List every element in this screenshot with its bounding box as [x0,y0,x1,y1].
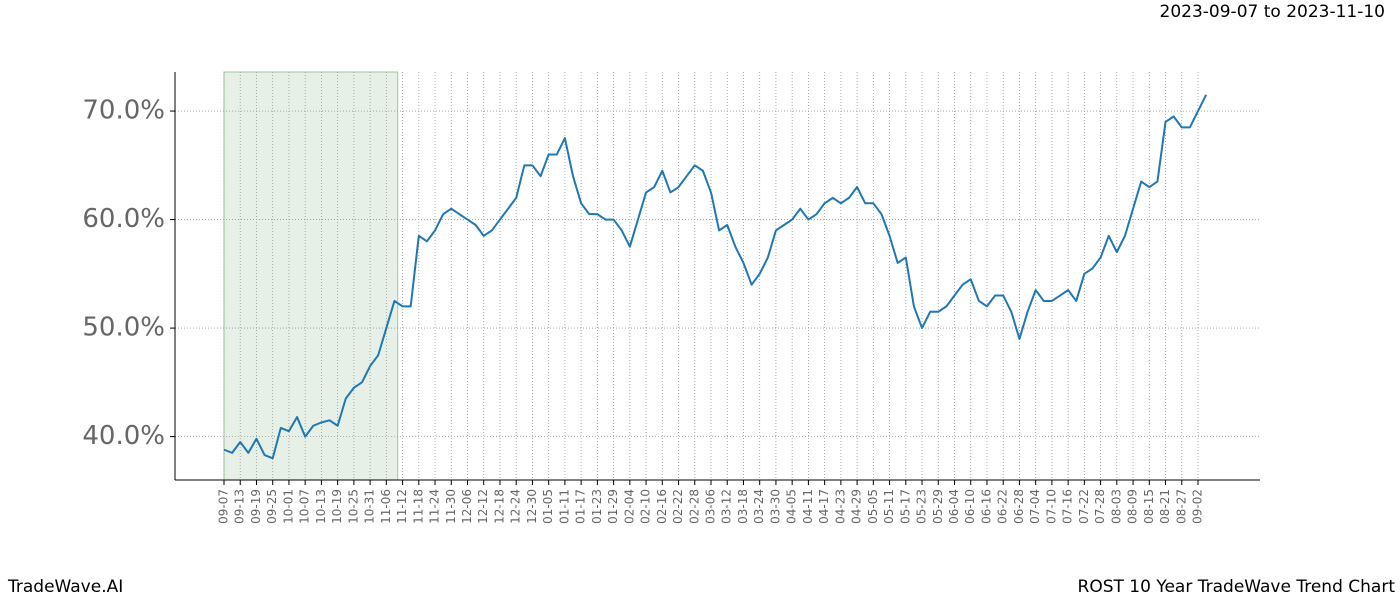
x-tick-label: 07-22 [1077,489,1091,524]
x-tick-label: 08-03 [1109,489,1123,524]
y-tick-label: 50.0% [82,313,165,343]
x-tick-label: 11-18 [411,489,425,524]
x-tick-label: 10-01 [281,489,295,524]
x-tick-label: 09-19 [249,489,263,524]
footer-left: TradeWave.AI [7,577,123,597]
x-tick-label: 01-17 [574,489,588,524]
highlight-span [223,71,399,481]
x-tick-label: 09-07 [217,489,231,524]
series-line [223,94,1208,460]
x-tick-label: 04-23 [833,489,847,524]
x-tick-label: 12-24 [509,489,523,524]
footer-right: ROST 10 Year TradeWave Trend Chart [1078,577,1396,597]
x-tick-label: 02-04 [622,489,636,524]
x-tick-label: 01-05 [541,489,555,524]
x-tick-label: 05-17 [898,489,912,524]
x-tick-label: 04-29 [850,489,864,524]
x-tick-label: 10-07 [298,489,312,524]
x-tick-label: 08-09 [1126,489,1140,524]
x-tick-label: 07-28 [1093,489,1107,524]
chart-title: 2023-09-07 to 2023-11-10 [1160,2,1385,22]
x-tick-label: 01-29 [606,489,620,524]
x-tick-label: 10-19 [330,489,344,524]
x-tick-label: 11-12 [395,489,409,524]
x-tick-label: 02-10 [639,489,653,524]
x-tick-label: 07-16 [1061,489,1075,524]
x-tick-label: 11-24 [428,489,442,524]
x-tick-label: 12-06 [460,489,474,524]
x-tick-label: 02-22 [671,489,685,524]
x-tick-label: 05-11 [882,489,896,524]
x-tick-label: 07-10 [1044,489,1058,524]
x-tick-label: 05-23 [915,489,929,524]
x-tick-label: 07-04 [1028,489,1042,524]
x-tick-label: 04-17 [817,489,831,524]
x-tick-label: 10-31 [363,489,377,524]
y-tick-label: 40.0% [82,421,165,451]
x-tick-label: 06-28 [1012,489,1026,524]
y-tick-label: 70.0% [82,96,165,126]
x-tick-label: 03-18 [736,489,750,524]
x-tick-label: 06-04 [947,489,961,524]
x-tick-label: 04-05 [785,489,799,524]
x-tick-label: 05-05 [866,489,880,524]
x-tick-label: 04-11 [801,489,815,524]
x-tick-label: 01-11 [557,489,571,524]
x-tick-label: 10-13 [314,489,328,524]
x-tick-label: 08-27 [1174,489,1188,524]
x-tick-label: 02-28 [687,489,701,524]
x-tick-label: 06-22 [996,489,1010,524]
x-tick-label: 12-30 [525,489,539,524]
x-tick-label: 03-06 [704,489,718,524]
x-tick-label: 09-25 [265,489,279,524]
x-tick-label: 06-16 [979,489,993,524]
x-tick-label: 09-13 [233,489,247,524]
x-tick-label: 10-25 [346,489,360,524]
x-tick-label: 11-06 [379,489,393,524]
x-tick-label: 02-16 [655,489,669,524]
x-tick-label: 01-23 [590,489,604,524]
x-tick-label: 08-15 [1142,489,1156,524]
x-tick-label: 08-21 [1158,489,1172,524]
x-tick-label: 03-24 [752,489,766,524]
x-tick-label: 06-10 [963,489,977,524]
x-tick-label: 05-29 [931,489,945,524]
x-tick-label: 09-02 [1191,489,1205,524]
x-tick-label: 03-30 [768,489,782,524]
x-tick-label: 12-12 [476,489,490,524]
y-tick-label: 60.0% [82,204,165,234]
x-tick-label: 11-30 [444,489,458,524]
x-tick-label: 03-12 [720,489,734,524]
x-tick-label: 12-18 [492,489,506,524]
